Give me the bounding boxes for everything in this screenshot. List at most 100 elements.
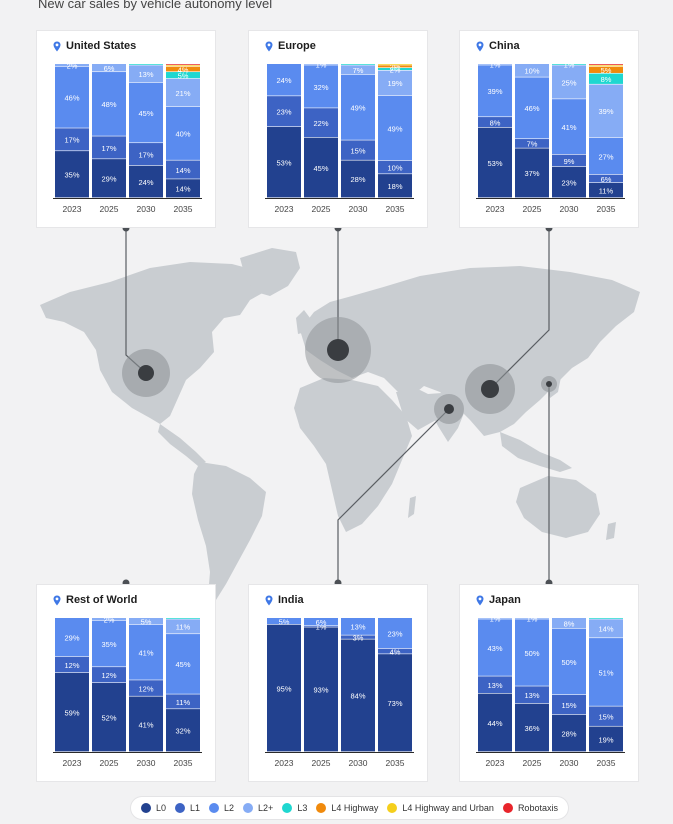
- bar-segment-l1: [129, 143, 163, 166]
- bar-segment-l1: [55, 656, 89, 673]
- bar-segment-l2: [341, 65, 375, 75]
- bar-segment-l0: [378, 174, 412, 198]
- bar-segment-l2: [589, 84, 623, 138]
- bar-segment-l2: [378, 70, 412, 96]
- bar-segment-l3: [378, 67, 412, 71]
- x-tick-label: 2030: [560, 204, 579, 214]
- stacked-bar-chart: 44% 13% 43% 1% 2023 36% 13% 50% 1% 2025 28% 15% 50% 8…: [476, 615, 625, 768]
- page-title: New car sales by vehicle autonomy level: [38, 0, 273, 11]
- landmass-africa: [294, 378, 412, 532]
- connector-india: [337, 408, 450, 583]
- landmass-greenland: [240, 248, 300, 296]
- x-tick-label: 2025: [312, 204, 331, 214]
- data-label: 23%: [561, 178, 576, 187]
- stacked-bar-chart: 53% 23% 24% 2023 45% 22% 32% 1% 2025 28% 15% 49% 7% 2…: [265, 61, 414, 214]
- data-label: 19%: [598, 735, 613, 744]
- data-label: 35%: [64, 171, 79, 180]
- marker-europe: [327, 339, 349, 361]
- bar-segment-l1: [478, 676, 512, 694]
- bar-segment-l2: [92, 620, 126, 667]
- x-tick-label: 2035: [597, 204, 616, 214]
- bar-segment-l0: [267, 624, 301, 752]
- data-label: 45%: [175, 660, 190, 669]
- x-tick-label: 2023: [486, 204, 505, 214]
- bar-segment-l2: [166, 634, 200, 694]
- bar-segment-l2: [478, 618, 512, 619]
- data-label: 53%: [487, 159, 502, 168]
- legend-swatch: [502, 803, 513, 813]
- data-label: 39%: [487, 87, 502, 96]
- x-tick-label: 2035: [174, 758, 193, 768]
- data-label: 35%: [101, 640, 116, 649]
- x-tick-label: 2030: [137, 204, 156, 214]
- bar-segment-l1: [589, 706, 623, 726]
- bar-segment-l2: [552, 99, 586, 155]
- bar-segment-l3: [129, 64, 163, 65]
- data-label: 37%: [524, 169, 539, 178]
- panel-china: China 53% 8% 39% 1% 2023 37% 7% 46% 10% 2025 23% 9% 4…: [460, 31, 638, 227]
- data-label: 2%: [104, 615, 115, 624]
- legend-label: Robotaxis: [517, 803, 558, 813]
- bar-segment-l1: [267, 96, 301, 127]
- bar-segment-robotaxis: [166, 64, 200, 65]
- data-label: 32%: [313, 83, 328, 92]
- panel-india: India 95% 5% 2023 93% 1% 6% 2025 84% 3% 13% 2030 73%…: [249, 585, 427, 781]
- data-label: 8%: [601, 75, 612, 84]
- data-label: 2%: [390, 65, 401, 74]
- data-label: 19%: [387, 79, 402, 88]
- bar-segment-l0: [515, 148, 549, 198]
- legend-label: L1: [190, 803, 201, 813]
- data-label: 12%: [64, 661, 79, 670]
- landmass-south-america: [192, 462, 266, 600]
- legend-item-l4-highway: L4 Highway: [316, 803, 378, 813]
- data-label: 41%: [138, 720, 153, 729]
- data-label: 14%: [175, 166, 190, 175]
- bar-segment-l2: [267, 618, 301, 625]
- bar-segment-l4-highway: [166, 66, 200, 72]
- data-label: 48%: [101, 100, 116, 109]
- data-label: 14%: [598, 625, 613, 634]
- panel-united-states: United States 35% 17% 46% 2% 2023 29% 17% 48% 6% 2…: [37, 31, 215, 227]
- data-label: 1%: [490, 615, 501, 624]
- data-label: 44%: [487, 719, 502, 728]
- data-label: 21%: [175, 89, 190, 98]
- bar-segment-l2: [92, 72, 126, 136]
- data-label: 50%: [561, 658, 576, 667]
- x-tick-label: 2030: [349, 758, 368, 768]
- endpoint-rest-of-world: [122, 579, 130, 587]
- panel-header: Japan: [476, 594, 521, 606]
- bar-segment-l4-highway-and-urban: [589, 65, 623, 67]
- data-label: 49%: [387, 124, 402, 133]
- bar-segment-l4-highway-and-urban: [378, 64, 412, 65]
- panel-title: India: [278, 594, 304, 606]
- data-label: 6%: [104, 64, 115, 73]
- legend-item-l4-highway-and-urban: L4 Highway and Urban: [387, 803, 494, 813]
- data-label: 9%: [564, 157, 575, 166]
- legend-item-l2: L2+: [243, 803, 273, 813]
- legend-swatch: [282, 803, 293, 813]
- data-label: 13%: [138, 70, 153, 79]
- legend-swatch: [209, 803, 220, 813]
- bar-segment-l2: [304, 618, 338, 626]
- panel-title: China: [489, 40, 520, 52]
- bar-segment-l1: [378, 648, 412, 654]
- data-label: 11%: [176, 623, 191, 632]
- bar-segment-l2: [341, 74, 375, 140]
- landmass-central-america: [158, 424, 206, 466]
- data-label: 4%: [178, 65, 189, 74]
- x-tick-label: 2025: [312, 758, 331, 768]
- bar-segment-l1: [378, 160, 412, 174]
- bar-segment-l0: [478, 693, 512, 752]
- bar-segment-l3: [341, 64, 375, 65]
- data-label: 29%: [101, 175, 116, 184]
- bar-segment-l2: [304, 64, 338, 65]
- bar-segment-l0: [166, 179, 200, 198]
- bar-segment-l3: [166, 72, 200, 79]
- bar-segment-l1: [304, 626, 338, 627]
- bar-segment-l1: [341, 635, 375, 639]
- data-label: 10%: [387, 163, 402, 172]
- legend-swatch: [387, 803, 398, 813]
- x-tick-label: 2035: [386, 204, 405, 214]
- legend-swatch: [316, 803, 327, 813]
- panel-japan: Japan 44% 13% 43% 1% 2023 36% 13% 50% 1% 2025 28% 15…: [460, 585, 638, 781]
